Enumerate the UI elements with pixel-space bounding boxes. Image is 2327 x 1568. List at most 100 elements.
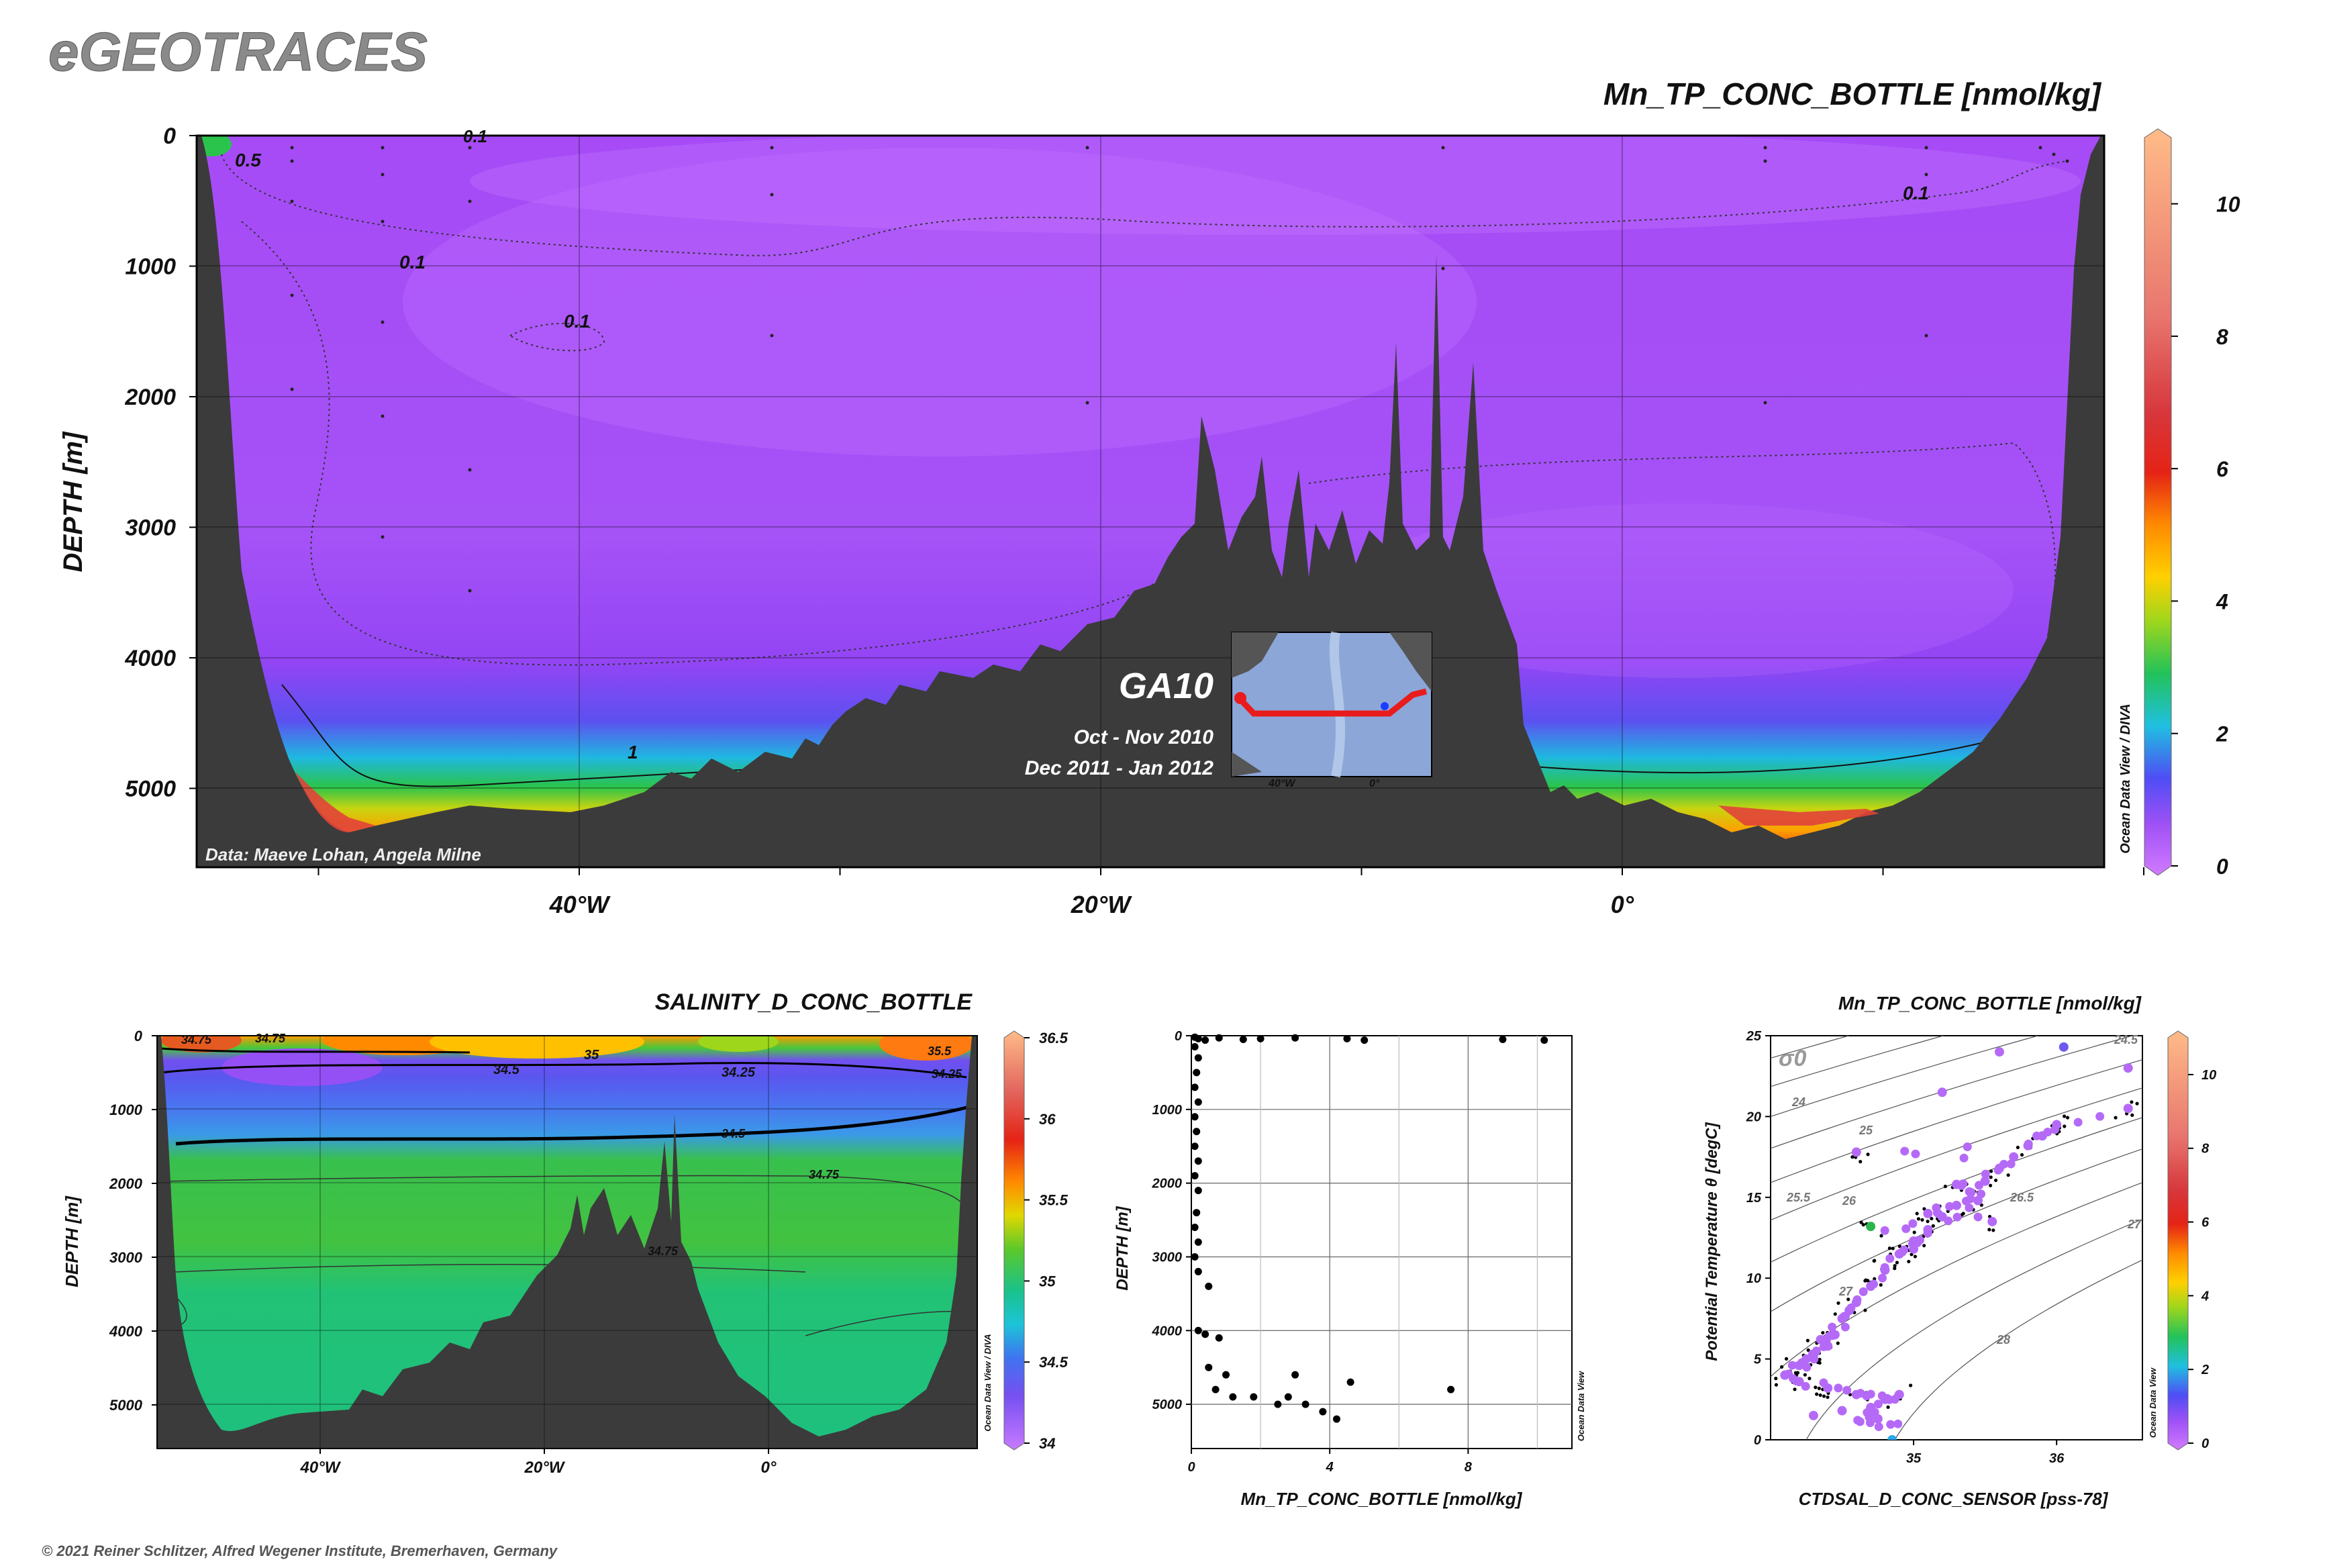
ts-point [1937, 1087, 1947, 1097]
profile-point [1191, 1253, 1199, 1261]
salinity-section-plot: SALINITY_D_CONC_BOTTLE [62, 989, 1069, 1477]
ts-iso-label: 26.5 [2010, 1191, 2034, 1204]
sal-surface-patch [430, 1036, 644, 1059]
ts-black-point [1989, 1169, 1993, 1173]
ts-black-point [1806, 1348, 1810, 1352]
ts-black-point [1879, 1283, 1883, 1287]
ts-black-point [1916, 1217, 1921, 1221]
profile-point [1191, 1113, 1199, 1121]
ts-black-point [1893, 1267, 1897, 1271]
ts-point [1993, 1165, 2003, 1175]
ts-black-point [2130, 1100, 2134, 1104]
ts-point [1944, 1216, 1953, 1226]
ts-sigma-label: σ0 [1779, 1046, 1807, 1071]
profile-y-tick-label: 1000 [1152, 1103, 1183, 1118]
ts-point [2024, 1139, 2033, 1148]
ts-point [1842, 1385, 1852, 1395]
profile-point [1284, 1393, 1292, 1401]
ts-point [1977, 1189, 1986, 1199]
main-colorbar-ticks: 0 2 4 6 8 10 [2171, 193, 2240, 879]
ts-x-tick-label: 36 [2049, 1451, 2065, 1466]
ts-black-point [2016, 1145, 2020, 1150]
ts-y-ticks: 0 5 10 15 20 25 [1746, 1029, 1771, 1448]
profile-point [1194, 1326, 1202, 1334]
ts-black-point [2063, 1114, 2067, 1118]
main-contour-label: 1 [628, 742, 638, 763]
sal-seafloor [157, 1036, 977, 1449]
ts-point [1959, 1153, 1969, 1163]
ts-black-point [1931, 1224, 1935, 1228]
main-y-tick-label: 0 [163, 124, 176, 149]
ts-point [1840, 1322, 1850, 1332]
ts-point [1828, 1331, 1837, 1340]
ts-point [2123, 1063, 2133, 1073]
main-contour-label: 0.5 [235, 150, 261, 170]
salinity-frame [156, 1035, 978, 1449]
main-y-ticks: 0 1000 2000 3000 4000 5000 [124, 124, 197, 802]
main-contour-label: 0.1 [463, 126, 487, 146]
ts-x-ticks: 35 36 [1906, 1440, 2065, 1466]
profile-point [1194, 1267, 1202, 1275]
profile-x-tick-label: 4 [1326, 1460, 1334, 1475]
inset-lon-label: 40°W [1268, 778, 1296, 789]
ts-point [1994, 1047, 2004, 1057]
profile-point [1301, 1400, 1309, 1408]
main-y-tick-label: 1000 [125, 254, 176, 280]
sal-grid [157, 1036, 977, 1449]
brand-title: eGEOTRACES [48, 21, 428, 83]
profile-y-tick-label: 4000 [1152, 1324, 1183, 1338]
main-data-credit: Data: Maeve Lohan, Angela Milne [205, 844, 481, 865]
ts-black-point [1774, 1383, 1779, 1387]
main-cbar-tick-label: 0 [2216, 854, 2228, 879]
salinity-title: SALINITY_D_CONC_BOTTLE [655, 989, 973, 1015]
ts-y-tick-label: 5 [1754, 1353, 1762, 1367]
sal-y-tick-label: 5000 [109, 1397, 143, 1414]
ts-point [1837, 1406, 1847, 1416]
sal-surface-patch [698, 1036, 779, 1052]
ts-black-point [1909, 1383, 1913, 1387]
ts-point [1987, 1216, 1997, 1226]
main-light-patch [470, 136, 2081, 235]
main-y-tick-label: 3000 [125, 516, 176, 541]
ts-black-point [1891, 1246, 1895, 1251]
ts-isopycnal [1805, 1218, 2142, 1440]
ts-black-point [1987, 1228, 1991, 1232]
ts-point [1999, 1159, 2009, 1169]
sal-y-tick-label: 3000 [109, 1249, 143, 1266]
profile-point [1215, 1034, 1223, 1042]
profile-point [1193, 1209, 1201, 1217]
sal-cbar-tick-label: 34 [1039, 1435, 1055, 1452]
sal-x-tick-label: 20°W [524, 1459, 566, 1477]
ts-black-point [1818, 1393, 1822, 1398]
main-frame [195, 134, 2106, 869]
main-contour [1516, 724, 2048, 774]
profile-points [1191, 1033, 1548, 1423]
ts-point [1810, 1355, 1819, 1364]
main-bottom-red [1718, 805, 1879, 826]
sal-y-tick-label: 0 [134, 1028, 143, 1044]
ts-black-point [1907, 1259, 1911, 1264]
ts-point [1852, 1295, 1862, 1304]
profile-point [1274, 1400, 1282, 1408]
main-bottom-red [295, 772, 376, 832]
sal-cbar-tick-label: 35 [1039, 1273, 1056, 1289]
profile-point [1499, 1035, 1507, 1043]
ts-point [2073, 1118, 2083, 1127]
ts-black-point [2020, 1153, 2024, 1157]
ts-point [1787, 1361, 1797, 1370]
ts-black-point [1859, 1220, 1863, 1224]
ts-point [2050, 1125, 2060, 1134]
profile-point [1191, 1083, 1199, 1091]
profile-point [1229, 1393, 1237, 1401]
ts-y-tick-label: 0 [1754, 1433, 1761, 1448]
main-section-plot: Mn_TP_CONC_BOTTLE [nmol/kg] [58, 77, 2240, 918]
profile-xlabel: Mn_TP_CONC_BOTTLE [nmol/kg] [1241, 1489, 1523, 1509]
ts-black-point [1879, 1234, 1883, 1238]
inset-cruise: GA10 [1119, 666, 1214, 706]
ts-point [1869, 1279, 1879, 1289]
profile-x-tick-label: 8 [1465, 1460, 1473, 1475]
ts-cbar-tick-label: 2 [2201, 1363, 2209, 1377]
ts-black-point [1836, 1301, 1840, 1305]
ts-black-point [1895, 1261, 1899, 1265]
